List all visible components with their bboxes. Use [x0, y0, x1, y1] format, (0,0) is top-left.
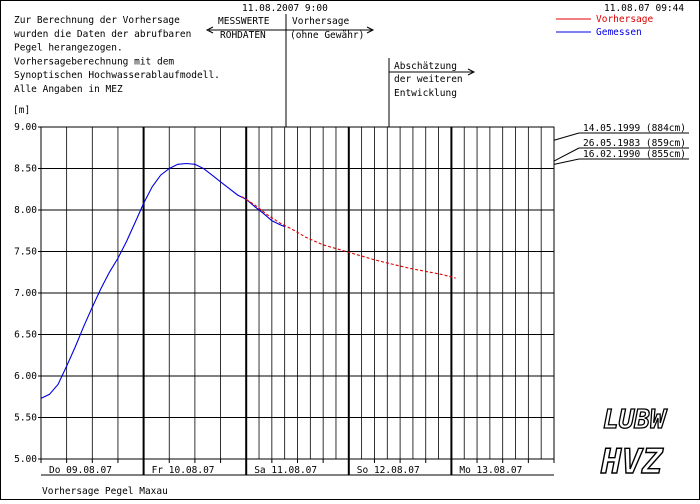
- label-abschaetzung-3: Entwicklung: [394, 88, 457, 99]
- y-tick-labels: 9.00 8.50 8.00 7.50 7.00 6.50 6.00 5.50 5.00: [14, 122, 37, 465]
- x-day-label: So 12.08.07: [357, 465, 420, 476]
- legend-entry: Vorhersage: [596, 14, 653, 25]
- reference-level-label: 16.02.1990 (855cm): [583, 149, 686, 160]
- y-tick-label: 6.00: [14, 371, 37, 382]
- lubw-logo: LUBW: [602, 404, 668, 435]
- label-abschaetzung-1: Abschätzung: [394, 61, 457, 72]
- plot-grid: [38, 126, 555, 476]
- y-tick-label: 5.50: [14, 413, 37, 424]
- hvz-logo-text: HVZ: [600, 442, 664, 482]
- note-line: Synoptischen Hochwasserablaufmodell.: [14, 70, 220, 81]
- reference-connector: [553, 132, 580, 141]
- reference-levels: 14.05.1999 (884cm) 26.05.1983 (859cm)16.0…: [553, 123, 689, 165]
- label-vorhersage: Vorhersage: [292, 16, 349, 27]
- arrow-right-icon: [467, 68, 476, 76]
- note-line: wurden die Daten der abrufbaren: [14, 29, 191, 40]
- footer-caption: Vorhersage Pegel Maxau: [42, 486, 168, 497]
- y-tick-label: 9.00: [14, 122, 37, 133]
- x-day-label: Mo 13.08.07: [459, 465, 522, 476]
- x-day-label: Fr 10.08.07: [152, 465, 215, 476]
- y-tick-label: 7.50: [14, 247, 37, 258]
- forecast-start-time: 11.08.2007 9:00: [242, 3, 328, 14]
- reference-level-label: 26.05.1983 (859cm): [583, 138, 686, 149]
- note-line: Vorhersageberechnung mit dem: [14, 56, 174, 67]
- y-tick-label: 7.00: [14, 288, 37, 299]
- y-tick-label: 5.00: [14, 454, 37, 465]
- legend: Vorhersage Gemessen: [556, 14, 653, 38]
- series-gemessen-line: [40, 162, 285, 399]
- timestamp: 11.08.07 09:44: [604, 3, 684, 14]
- legend-entry: Gemessen: [596, 27, 642, 38]
- y-tick-label: 8.50: [14, 164, 37, 175]
- label-abschaetzung-2: der weiteren: [394, 74, 463, 85]
- y-tick-label: 8.00: [14, 205, 37, 216]
- label-messwerte: MESSWERTE: [218, 16, 270, 27]
- label-rohdaten: ROHDATEN: [220, 30, 266, 41]
- series-lines: [40, 162, 456, 399]
- y-tick-label: 6.50: [14, 330, 37, 341]
- note-line: Alle Angaben in MEZ: [14, 84, 123, 95]
- note-line: Zur Berechnung der Vorhersage: [14, 15, 180, 26]
- label-ohne-gewaehr: (ohne Gewähr): [290, 30, 364, 41]
- note-line: Pegel herangezogen.: [14, 43, 123, 54]
- reference-level-label: 14.05.1999 (884cm): [583, 123, 686, 134]
- lubw-logo-text: LUBW: [603, 405, 668, 435]
- y-axis-label: [m]: [13, 105, 30, 116]
- arrow-left-icon: [205, 26, 214, 34]
- x-day-label: Do 09.08.07: [49, 465, 112, 476]
- header-notes: Zur Berechnung der Vorhersage wurden die …: [14, 15, 220, 95]
- x-day-labels: Do 09.08.07 Fr 10.08.07 Sa 11.08.07 So 12.0…: [49, 465, 522, 476]
- x-day-label: Sa 11.08.07: [254, 465, 317, 476]
- arrow-right-icon: [366, 26, 375, 34]
- hvz-logo: HVZ: [599, 441, 664, 482]
- reference-connector: [553, 158, 580, 165]
- reference-connector: [553, 147, 580, 162]
- series-vorhersage-line: [241, 196, 456, 279]
